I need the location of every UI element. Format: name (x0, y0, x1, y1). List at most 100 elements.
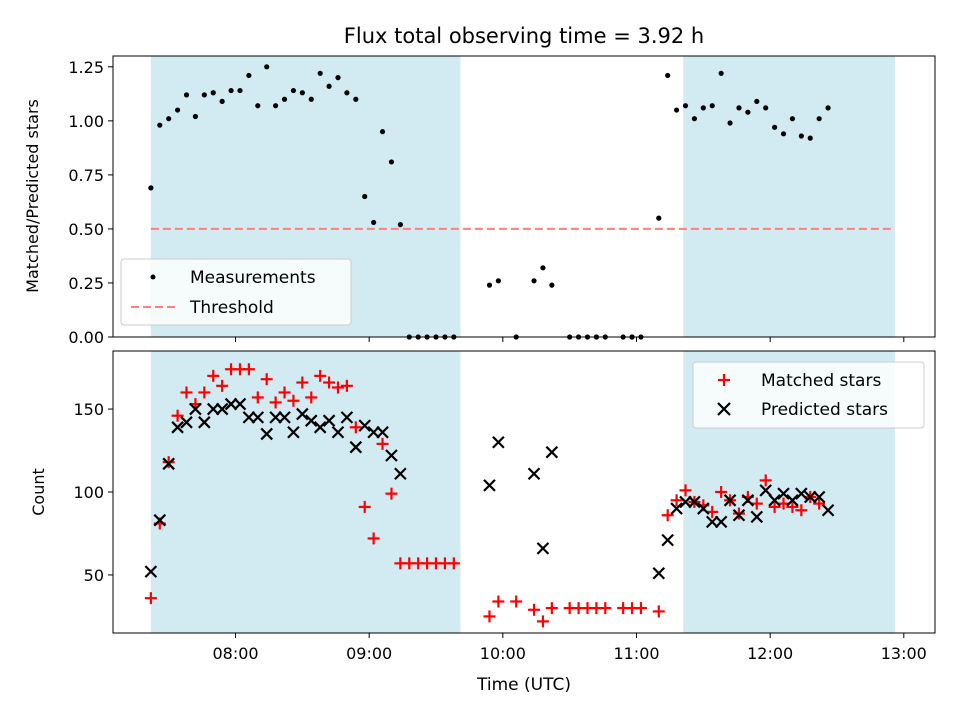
matched-star-point (349, 421, 362, 434)
x-tick-label: 08:00 (212, 644, 258, 663)
predicted-star-point (180, 416, 193, 429)
matched-star-point (661, 509, 674, 522)
matched-star-point (287, 394, 300, 407)
matched-star-point (813, 497, 826, 510)
predicted-star-point (313, 421, 327, 434)
predicted-star-point (394, 467, 407, 481)
legend-predicted-marker (717, 402, 731, 416)
predicted-star-point (759, 484, 772, 497)
predicted-star-point (741, 494, 755, 507)
measurement-point (201, 92, 207, 98)
measurement-point (228, 87, 234, 94)
predicted-star-point (492, 435, 505, 449)
matched-star-point (340, 379, 353, 392)
predicted-star-point (162, 457, 175, 471)
matched-star-point (171, 409, 184, 422)
measurement-point (344, 90, 350, 96)
measurement-point (665, 72, 671, 79)
x-tick-label: 12:00 (747, 644, 793, 663)
measurement-point (290, 87, 297, 94)
predicted-star-point (679, 495, 692, 509)
measurement-point (816, 116, 822, 122)
measurement-point (246, 72, 252, 79)
predicted-star-point (661, 533, 674, 547)
legend-threshold-label: Threshold (189, 298, 274, 318)
predicted-star-point (821, 503, 835, 517)
matched-star-point (260, 373, 273, 386)
predicted-star-point (251, 411, 265, 424)
x-tick-label: 11:00 (613, 644, 659, 663)
matched-star-point (376, 437, 389, 450)
measurement-point (656, 215, 662, 221)
measurement-point (718, 70, 724, 76)
top-axes-frame (112, 55, 936, 338)
matched-star-point (492, 595, 505, 608)
predicted-star-point (768, 494, 781, 507)
measurement-point (273, 103, 279, 109)
measurement-point (175, 107, 181, 113)
measurement-point (691, 116, 698, 122)
predicted-star-point (349, 440, 363, 454)
predicted-star-point (304, 414, 318, 427)
predicted-star-point (483, 479, 496, 492)
matched-star-point (483, 610, 496, 623)
bottom-ylabel: Count (29, 468, 48, 516)
predicted-star-point (786, 494, 799, 507)
measurement-point (540, 265, 546, 271)
measurement-point (183, 92, 190, 98)
matched-star-point (545, 602, 558, 615)
predicted-star-point (803, 490, 817, 504)
measurement-point (379, 129, 386, 135)
top-ylabel: Matched/Predicted stars (23, 99, 42, 293)
matched-star-point (216, 379, 229, 392)
predicted-star-point (705, 515, 719, 529)
measurement-point (148, 185, 154, 191)
predicted-star-point (171, 421, 184, 434)
measurement-point (495, 278, 501, 284)
matched-star-point (759, 474, 772, 487)
predicted-star-point (296, 407, 309, 421)
y-tick-label: 100 (73, 483, 104, 502)
measurement-point (709, 103, 715, 109)
measurement-point (157, 122, 163, 128)
measurement-point (317, 70, 323, 76)
y-tick-label: 1.00 (68, 112, 104, 131)
y-tick-label: 1.25 (68, 58, 104, 77)
predicted-star-point (198, 416, 211, 429)
predicted-star-point (536, 542, 550, 555)
matched-star-point (447, 557, 460, 570)
predicted-star-point (376, 426, 389, 439)
predicted-star-point (750, 510, 764, 524)
matched-star-point (510, 595, 523, 608)
legend-measurements-label: Measurements (190, 268, 316, 288)
measurement-point (780, 131, 787, 137)
y-tick-label: 50 (84, 566, 104, 585)
measurement-point (727, 120, 733, 126)
measurement-point (308, 96, 314, 102)
predicted-star-point (385, 449, 398, 462)
measurement-point (192, 113, 199, 120)
x-tick-label: 13:00 (881, 644, 927, 663)
predicted-star-point (233, 397, 247, 411)
measurement-point (825, 105, 831, 111)
predicted-star-point (358, 419, 372, 432)
measurement-point (388, 159, 395, 165)
matched-star-point (706, 505, 719, 518)
matched-star-point (732, 507, 745, 520)
predicted-star-point (670, 502, 683, 515)
x-tick-label: 10:00 (480, 644, 526, 663)
predicted-star-point (331, 426, 345, 439)
matched-star-point (358, 500, 371, 513)
measurement-point (798, 133, 804, 139)
measurement-point (807, 135, 813, 141)
predicted-star-point (714, 515, 728, 529)
matched-star-point (207, 369, 220, 382)
matched-star-point (305, 391, 318, 404)
measurement-point (255, 103, 261, 109)
matched-star-point (331, 381, 344, 394)
top-legend-box (120, 258, 352, 326)
measurement-point (549, 282, 555, 288)
measurement-point (371, 219, 377, 226)
predicted-star-point (723, 494, 737, 507)
